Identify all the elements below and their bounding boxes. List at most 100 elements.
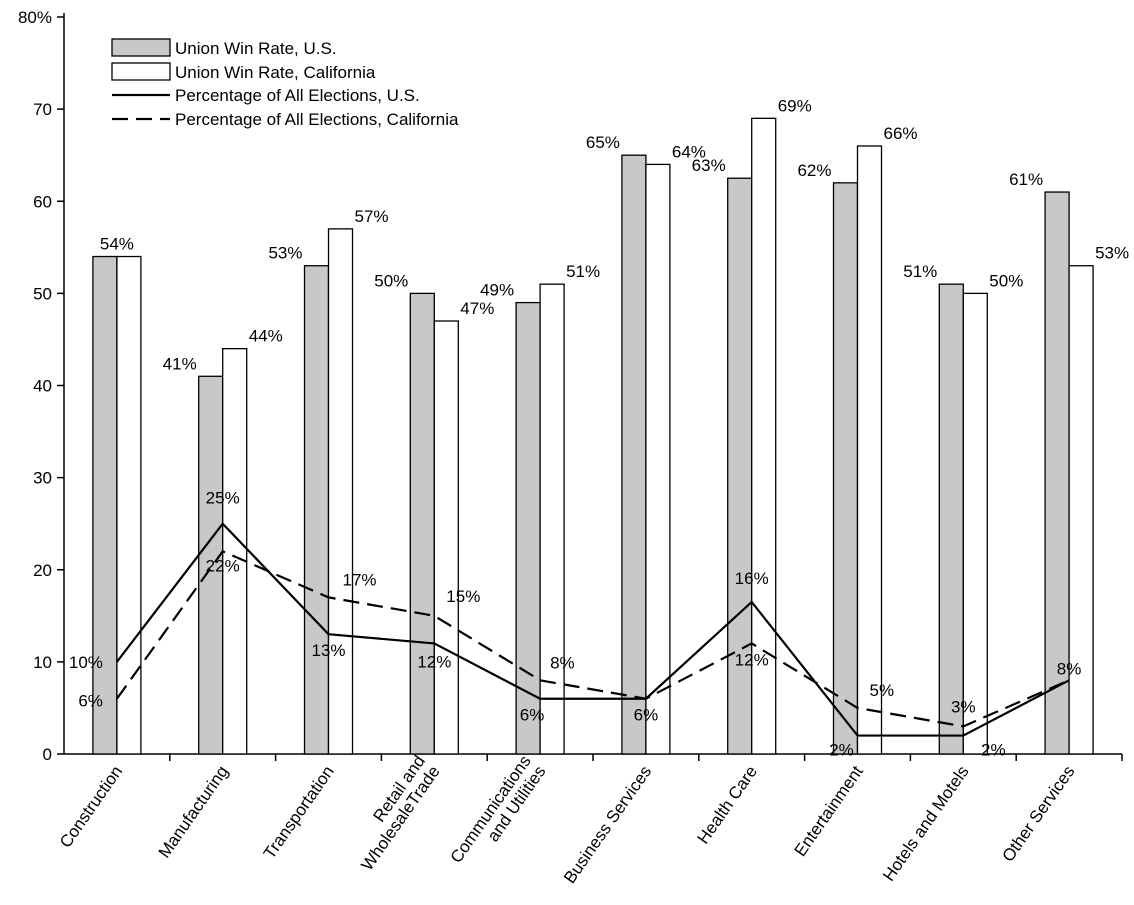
bar-california	[539, 283, 565, 755]
line-us	[116, 521, 1070, 737]
bar-us-label: 62%	[797, 161, 831, 180]
category-label: Business Services	[560, 762, 655, 887]
svg-text:Retail andWholesaleTrade: Retail andWholesaleTrade	[343, 752, 444, 874]
line-us-label: 16%	[735, 569, 769, 588]
value-labels: 54% 41% 53% 50% 49% 65% 63% 62% 51% 61% 44% 57% 47% 5…	[69, 96, 1129, 759]
category-label: Retail andWholesaleTrade	[343, 752, 444, 874]
bar-california-label: 57%	[355, 207, 389, 226]
line-california-label: 3%	[951, 697, 976, 716]
bar-us-label: 61%	[1009, 170, 1043, 189]
legend-label: Union Win Rate, U.S.	[175, 39, 337, 58]
line-us-label: 6%	[520, 706, 545, 725]
y-tick-label: 20	[33, 561, 52, 580]
bar-us	[198, 375, 224, 755]
bar-california	[116, 255, 142, 755]
category-label: Communicationsand Utilities	[447, 752, 550, 877]
bar-us-label: 51%	[903, 262, 937, 281]
legend-label: Percentage of All Elections, U.S.	[175, 86, 420, 105]
y-tick-label: 10	[33, 653, 52, 672]
category-label-line: Health Care	[693, 762, 761, 847]
bar-california-label: 64%	[672, 142, 706, 161]
svg-text:Manufacturing: Manufacturing	[155, 762, 232, 861]
category-label-line: Construction	[56, 762, 126, 851]
category-label: Construction	[56, 762, 126, 851]
legend-swatch-california-bar	[111, 62, 171, 81]
bar-california-label: 69%	[778, 96, 812, 115]
category-label-line: Entertainment	[791, 762, 867, 860]
bar-us	[1044, 191, 1070, 755]
line-california-label: 17%	[343, 570, 377, 589]
line-california-label: 15%	[446, 587, 480, 606]
line-us-label: 13%	[311, 641, 345, 660]
bar-us	[832, 182, 859, 755]
svg-text:Hotels and Motels: Hotels and Motels	[879, 762, 973, 884]
y-tick-label: 50	[33, 284, 52, 303]
line-us-label: 2%	[829, 741, 854, 760]
line-us-label: 25%	[206, 489, 240, 508]
category-label: Transportation	[260, 762, 338, 862]
y-tick-label: 0	[43, 745, 52, 764]
y-tick-label: 30	[33, 469, 52, 488]
y-tick-label: 70	[33, 100, 52, 119]
bars	[92, 117, 1094, 755]
bar-us-label: 65%	[586, 133, 620, 152]
line-us-label: 8%	[1057, 659, 1082, 678]
bar-us-label: 50%	[374, 271, 408, 290]
category-label: Entertainment	[791, 762, 867, 860]
legend-label: Union Win Rate, California	[175, 63, 376, 82]
legend: Union Win Rate, U.S. Union Win Rate, Cali…	[111, 38, 459, 129]
line-us-label: 12%	[417, 652, 451, 671]
bar-california	[645, 163, 671, 755]
bar-us-label: 54%	[100, 235, 134, 254]
bar-us	[938, 283, 964, 755]
bar-california-label: 47%	[460, 299, 494, 318]
bar-us-label: 49%	[480, 281, 514, 300]
bar-california-label: 44%	[249, 327, 283, 346]
line-california-label: 5%	[870, 681, 895, 700]
svg-text:Construction: Construction	[56, 762, 126, 851]
svg-text:Other Services: Other Services	[998, 762, 1078, 865]
category-label: Manufacturing	[155, 762, 232, 861]
bar-us-label: 41%	[163, 354, 197, 373]
svg-text:Business Services: Business Services	[560, 762, 655, 887]
bar-california	[222, 347, 248, 755]
bar-california-label: 53%	[1095, 244, 1129, 263]
category-label-line: Other Services	[998, 762, 1078, 865]
bar-us	[92, 255, 118, 755]
category-label: Hotels and Motels	[879, 762, 973, 884]
bar-us	[727, 177, 753, 755]
bar-us-label: 63%	[692, 156, 726, 175]
bar-california-label: 51%	[566, 262, 600, 281]
bar-us	[621, 154, 647, 755]
line-california	[116, 549, 1070, 728]
y-tick-label: 60	[33, 192, 52, 211]
category-label-line: Hotels and Motels	[879, 762, 973, 884]
y-tick-label: 40	[33, 377, 52, 396]
line-us-label: 6%	[634, 706, 659, 725]
bar-us	[303, 265, 330, 755]
category-label-line: Business Services	[560, 762, 655, 887]
svg-text:Entertainment: Entertainment	[791, 762, 867, 860]
bar-california	[1068, 265, 1094, 755]
line-california-label: 12%	[735, 650, 769, 669]
bar-california-label: 66%	[884, 124, 918, 143]
bar-california	[856, 145, 883, 755]
svg-text:Health Care: Health Care	[693, 762, 761, 847]
category-label: Other Services	[998, 762, 1078, 865]
bar-us-label: 53%	[268, 244, 302, 263]
category-label-line: Manufacturing	[155, 762, 232, 861]
svg-text:Communicationsand Utilities: Communicationsand Utilities	[447, 752, 550, 877]
line-california-label: 6%	[78, 692, 103, 711]
bar-us	[515, 301, 541, 755]
bar-california	[751, 117, 777, 755]
bar-california-label: 50%	[989, 271, 1023, 290]
bar-california	[327, 228, 354, 755]
y-tick-label: 80%	[18, 8, 52, 27]
legend-swatch-us-bar	[111, 38, 171, 57]
bar-us	[409, 292, 435, 755]
bar-california	[962, 292, 988, 755]
line-us-label: 2%	[981, 741, 1006, 760]
bar-california	[433, 320, 459, 755]
legend-label: Percentage of All Elections, California	[175, 110, 459, 129]
